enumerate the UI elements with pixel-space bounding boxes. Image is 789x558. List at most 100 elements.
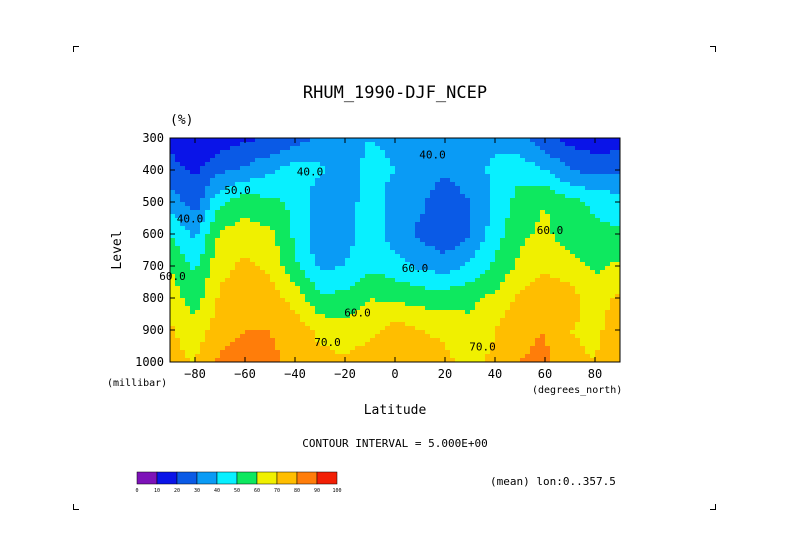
heatmap-cell: [595, 306, 601, 311]
heatmap-cell: [455, 338, 461, 343]
heatmap-cell: [525, 138, 531, 143]
heatmap-cell: [505, 302, 511, 307]
heatmap-cell: [615, 246, 620, 251]
heatmap-cell: [210, 270, 216, 275]
heatmap-cell: [420, 226, 426, 231]
heatmap-cell: [205, 162, 211, 167]
heatmap-cell: [400, 298, 406, 303]
heatmap-cell: [415, 226, 421, 231]
heatmap-cell: [605, 354, 611, 359]
heatmap-cell: [575, 178, 581, 183]
heatmap-cell: [490, 282, 496, 287]
heatmap-cell: [580, 290, 586, 295]
heatmap-cell: [430, 246, 436, 251]
heatmap-cell: [420, 194, 426, 199]
heatmap-cell: [435, 162, 441, 167]
heatmap-cell: [280, 266, 286, 271]
heatmap-cell: [515, 238, 521, 243]
heatmap-cell: [190, 142, 196, 147]
heatmap-cell: [225, 306, 231, 311]
heatmap-cell: [425, 346, 431, 351]
heatmap-cell: [310, 222, 316, 227]
heatmap-cell: [300, 230, 306, 235]
heatmap-cell: [435, 230, 441, 235]
heatmap-cell: [340, 282, 346, 287]
heatmap-cell: [220, 222, 226, 227]
heatmap-cell: [485, 334, 491, 339]
heatmap-cell: [265, 338, 271, 343]
heatmap-cell: [340, 350, 346, 355]
heatmap-cell: [260, 346, 266, 351]
heatmap-cell: [270, 326, 276, 331]
heatmap-cell: [440, 162, 446, 167]
heatmap-cell: [250, 294, 256, 299]
heatmap-cell: [555, 166, 561, 171]
heatmap-cell: [515, 150, 521, 155]
heatmap-cell: [245, 218, 251, 223]
heatmap-cell: [590, 282, 596, 287]
heatmap-cell: [340, 338, 346, 343]
heatmap-cell: [460, 142, 466, 147]
heatmap-cell: [615, 198, 620, 203]
heatmap-cell: [605, 178, 611, 183]
heatmap-cell: [310, 150, 316, 155]
heatmap-cell: [555, 214, 561, 219]
heatmap-cell: [225, 214, 231, 219]
heatmap-cell: [600, 274, 606, 279]
heatmap-cell: [605, 142, 611, 147]
heatmap-cell: [600, 226, 606, 231]
heatmap-cell: [275, 238, 281, 243]
heatmap-cell: [510, 338, 516, 343]
heatmap-cell: [190, 222, 196, 227]
heatmap-cell: [440, 234, 446, 239]
heatmap-cell: [270, 310, 276, 315]
heatmap-cell: [245, 142, 251, 147]
heatmap-cell: [480, 154, 486, 159]
heatmap-cell: [605, 350, 611, 355]
heatmap-cell: [460, 174, 466, 179]
heatmap-cell: [180, 294, 186, 299]
heatmap-cell: [285, 338, 291, 343]
heatmap-cell: [350, 354, 356, 359]
heatmap-cell: [325, 230, 331, 235]
heatmap-cell: [380, 338, 386, 343]
heatmap-cell: [400, 146, 406, 151]
heatmap-cell: [500, 202, 506, 207]
heatmap-cell: [430, 214, 436, 219]
heatmap-cell: [350, 306, 356, 311]
heatmap-cell: [440, 346, 446, 351]
heatmap-cell: [350, 150, 356, 155]
heatmap-cell: [615, 182, 620, 187]
heatmap-cell: [340, 254, 346, 259]
heatmap-cell: [430, 234, 436, 239]
heatmap-cell: [315, 186, 321, 191]
heatmap-cell: [325, 190, 331, 195]
heatmap-cell: [435, 266, 441, 271]
heatmap-cell: [280, 198, 286, 203]
heatmap-cell: [410, 354, 416, 359]
heatmap-cell: [420, 138, 426, 143]
heatmap-cell: [265, 330, 271, 335]
heatmap-cell: [320, 182, 326, 187]
heatmap-cell: [260, 326, 266, 331]
heatmap-cell: [580, 298, 586, 303]
heatmap-cell: [310, 350, 316, 355]
heatmap-cell: [275, 246, 281, 251]
heatmap-cell: [430, 346, 436, 351]
heatmap-cell: [500, 254, 506, 259]
heatmap-cell: [490, 222, 496, 227]
heatmap-cell: [225, 174, 231, 179]
heatmap-cell: [515, 298, 521, 303]
heatmap-cell: [200, 190, 206, 195]
heatmap-cell: [275, 206, 281, 211]
heatmap-cell: [535, 142, 541, 147]
heatmap-cell: [490, 286, 496, 291]
heatmap-cell: [170, 322, 176, 327]
heatmap-cell: [295, 154, 301, 159]
heatmap-cell: [245, 174, 251, 179]
heatmap-cell: [435, 218, 441, 223]
heatmap-cell: [390, 198, 396, 203]
heatmap-cell: [585, 298, 591, 303]
heatmap-cell: [185, 206, 191, 211]
heatmap-cell: [575, 182, 581, 187]
